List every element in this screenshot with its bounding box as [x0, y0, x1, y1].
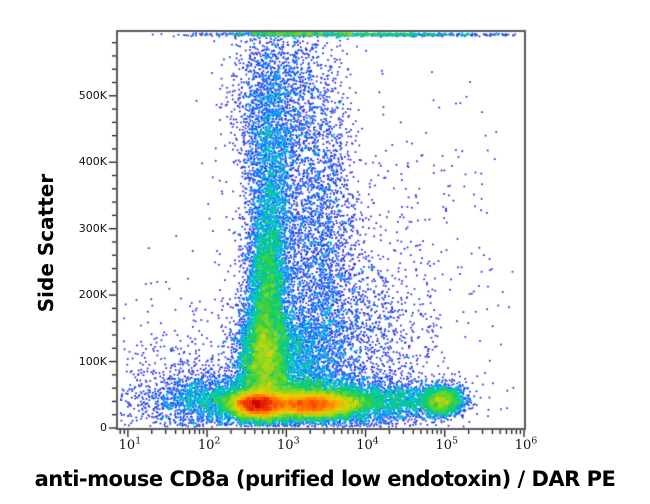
x-tick-label: 106: [514, 435, 538, 453]
y-tick-label: 0: [100, 421, 107, 434]
y-tick-label: 300K: [78, 221, 107, 235]
y-axis-title: Side Scatter: [34, 173, 58, 313]
x-tick-label: 102: [197, 435, 221, 453]
y-tick-label: 200K: [78, 288, 107, 302]
x-tick-label: 105: [435, 435, 459, 453]
x-tick-label: 101: [118, 435, 142, 453]
x-tick-label: 103: [277, 435, 300, 453]
x-axis-title: anti-mouse CD8a (purified low endotoxin)…: [34, 467, 616, 491]
y-tick-label: 400K: [78, 155, 107, 169]
y-tick-label: 500K: [78, 88, 107, 102]
y-tick-label: 100K: [78, 354, 107, 368]
x-tick-label: 104: [356, 435, 379, 453]
